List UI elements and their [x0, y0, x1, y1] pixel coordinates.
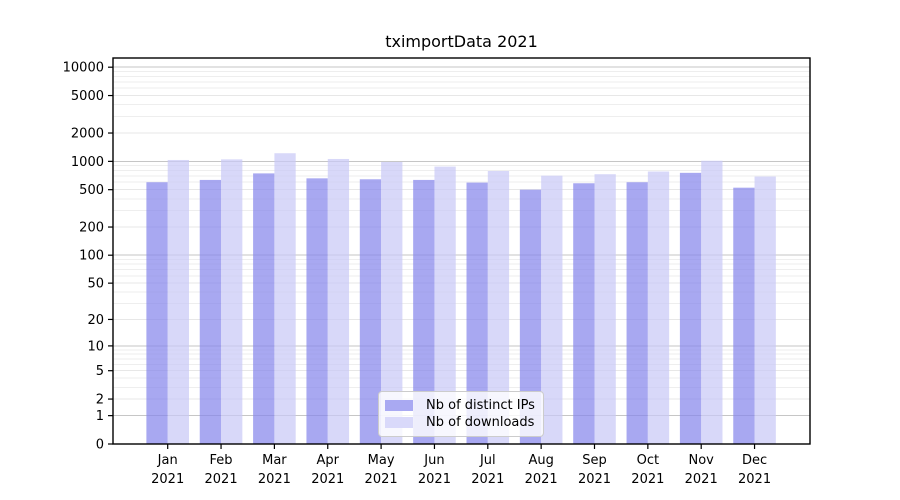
x-tick-label-year: 2021: [738, 472, 771, 487]
x-tick-label-month: Jan: [157, 453, 178, 468]
plot-border: [112, 57, 811, 445]
bar-may-distinct-ips: [359, 179, 382, 444]
x-tick-label-year: 2021: [578, 472, 611, 487]
x-tick-label-month: Oct: [637, 453, 659, 468]
x-tick-label-year: 2021: [258, 472, 291, 487]
y-tick-label: 5: [96, 364, 104, 379]
bar-nov-downloads: [701, 160, 723, 444]
x-tick-label-year: 2021: [471, 472, 504, 487]
x-tick-label-month: Jul: [479, 453, 496, 468]
x-tick-label-month: Nov: [689, 453, 715, 468]
bar-mar-downloads: [274, 153, 296, 444]
x-tick-label-month: Jun: [423, 453, 444, 468]
bar-jul-downloads: [487, 170, 510, 445]
bar-oct-downloads: [647, 171, 670, 444]
y-tick-label: 2000: [71, 127, 104, 142]
bar-jun-distinct-ips: [413, 179, 435, 444]
bar-jan-downloads: [167, 159, 189, 444]
legend-swatch-distinct-ips: [385, 399, 413, 411]
y-tick-label: 1: [96, 409, 104, 424]
bar-jan-distinct-ips: [146, 182, 168, 444]
legend-item-distinct-ips: Nb of distinct IPs: [385, 398, 535, 413]
y-tick-label: 0: [96, 438, 104, 453]
bar-mar-distinct-ips: [253, 173, 275, 444]
bar-dec-distinct-ips: [733, 187, 755, 444]
bar-sep-downloads: [594, 174, 616, 444]
x-tick-label-month: Sep: [582, 453, 607, 468]
bar-may-downloads: [381, 161, 403, 444]
y-tick-label: 2: [96, 393, 104, 408]
y-tick-label: 500: [79, 183, 104, 198]
x-tick-label-month: Dec: [742, 453, 767, 468]
y-tick-label: 1000: [71, 155, 104, 170]
y-tick-label: 10000: [63, 61, 104, 76]
x-tick-label-year: 2021: [365, 472, 398, 487]
bar-sep-distinct-ips: [573, 183, 595, 444]
y-tick-label: 50: [87, 277, 104, 292]
legend-swatch-downloads: [385, 417, 413, 429]
bar-nov-distinct-ips: [679, 172, 702, 444]
bar-aug-downloads: [541, 175, 563, 445]
bar-feb-downloads: [221, 159, 243, 444]
y-tick-label: 200: [79, 221, 104, 236]
x-tick-label-month: Aug: [528, 453, 553, 468]
chart-title: tximportData 2021: [385, 32, 538, 51]
legend: Nb of distinct IPs Nb of downloads: [378, 391, 544, 437]
legend-label-downloads: Nb of downloads: [426, 415, 535, 431]
x-tick-label-year: 2021: [151, 472, 184, 487]
legend-label-distinct-ips: Nb of distinct IPs: [426, 397, 535, 413]
bar-feb-distinct-ips: [199, 179, 222, 444]
y-tick-label: 10: [87, 339, 104, 354]
x-tick-label-month: May: [368, 453, 395, 468]
legend-item-downloads: Nb of downloads: [385, 415, 535, 430]
bar-jul-distinct-ips: [466, 182, 488, 444]
y-tick-label: 5000: [71, 89, 104, 104]
x-tick-label-year: 2021: [685, 472, 718, 487]
x-tick-label-month: Apr: [317, 453, 340, 468]
bar-apr-downloads: [327, 158, 350, 445]
x-tick-label-month: Mar: [262, 453, 287, 468]
y-tick-label: 100: [79, 249, 104, 264]
x-tick-label-month: Feb: [210, 453, 233, 468]
bar-dec-downloads: [754, 176, 776, 444]
x-tick-label-year: 2021: [525, 472, 558, 487]
bar-jun-downloads: [434, 166, 456, 445]
x-tick-label-year: 2021: [311, 472, 344, 487]
bar-oct-distinct-ips: [626, 182, 648, 444]
x-tick-label-year: 2021: [418, 472, 451, 487]
bar-aug-distinct-ips: [519, 189, 542, 444]
bar-apr-distinct-ips: [306, 178, 328, 444]
x-tick-label-year: 2021: [205, 472, 238, 487]
y-tick-label: 20: [87, 313, 104, 328]
x-tick-label-year: 2021: [631, 472, 664, 487]
